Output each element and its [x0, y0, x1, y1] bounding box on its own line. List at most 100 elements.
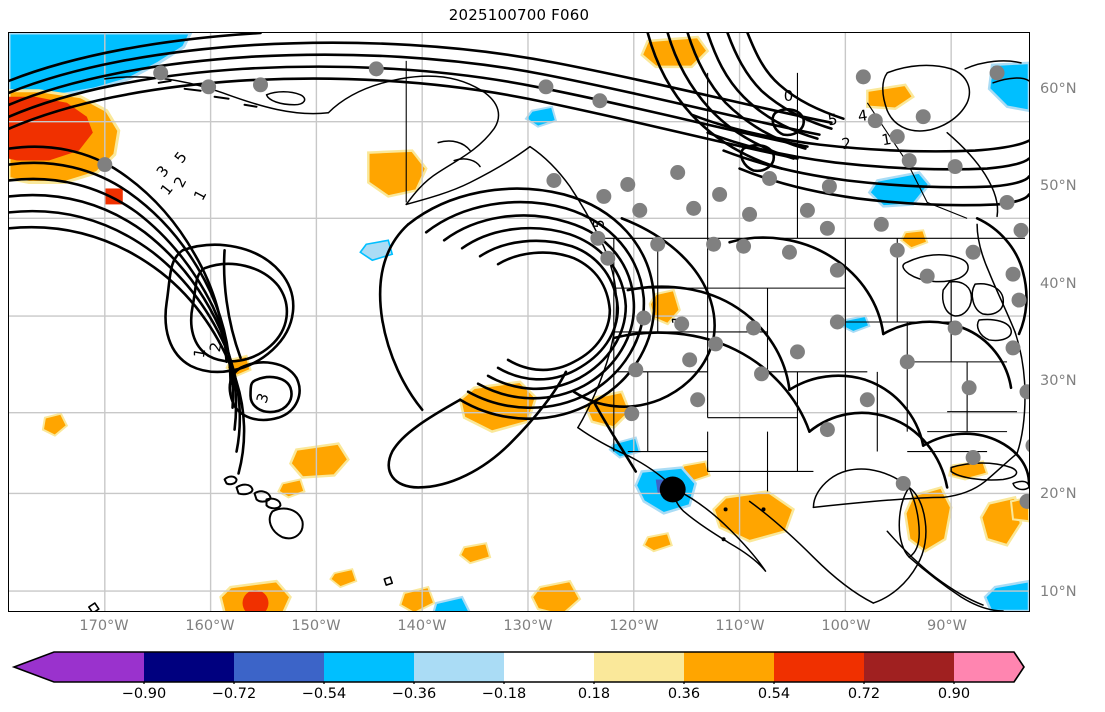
station-marker: [546, 173, 562, 188]
station-marker: [636, 310, 652, 326]
contour-layer: [9, 33, 1029, 489]
colorbar-seg-5: [504, 652, 594, 682]
svg-text:1: 1: [880, 130, 893, 149]
colorbar-canvas: [11, 651, 1025, 684]
colorbar-seg-6: [594, 652, 684, 682]
contour-can-4: [706, 33, 819, 140]
contour-label: 1: [880, 130, 893, 149]
colorbar-tick-label: 0.54: [757, 686, 791, 702]
station-marker: [1019, 384, 1029, 400]
colorbar-tick-label: −0.18: [481, 686, 527, 702]
station-marker: [632, 202, 648, 218]
border-state-grid-10: [707, 431, 814, 492]
coast-socal-baja-top: [577, 426, 677, 491]
lon-label-120w: 120°W: [609, 618, 659, 634]
colorbar-segments: [14, 652, 1024, 682]
colorbar-seg-2: [234, 652, 324, 682]
lat-label-60: 60°N: [1040, 81, 1077, 97]
lon-label-110w: 110°W: [715, 618, 765, 634]
station-marker: [712, 186, 728, 202]
anomaly-patch-orange-midwest: [899, 229, 929, 250]
colorbar-seg-9: [864, 652, 954, 682]
station-marker: [789, 344, 805, 360]
station-marker: [799, 202, 815, 218]
station-marker: [781, 244, 797, 260]
anomaly-patch-lightblue-pacific: [359, 239, 394, 262]
station-marker: [690, 392, 706, 408]
contour-pac-high-link: [222, 248, 242, 360]
station-marker: [674, 316, 690, 332]
contour-pac-high-2: [189, 262, 289, 363]
coast-alaska-mainland: [327, 75, 500, 206]
coast-mexico-gulf: [872, 486, 927, 604]
colorbar-seg-10: [954, 652, 1014, 682]
anomaly-patch-orange-s1: [329, 568, 358, 589]
contour-coast-tail: [592, 400, 638, 473]
coast-mexico-west: [748, 500, 875, 604]
station-marker: [829, 314, 845, 330]
feature-marker-icon[interactable]: [659, 476, 686, 503]
station-marker: [706, 236, 722, 252]
lon-label-130w: 130°W: [503, 618, 553, 634]
contour-us-plains-2: [612, 331, 811, 433]
map-plot-area[interactable]: 1 2 1 2 3 5 3 1 0 5 4 2 1 5 1: [8, 32, 1030, 612]
station-marker: [965, 244, 981, 260]
anomaly-patch-orange-west1: [41, 412, 69, 437]
colorbar-tick-label: 0.18: [577, 686, 611, 702]
colorbar[interactable]: −0.90 −0.72 −0.54 −0.36 −0.18 0.18 0.36 …: [8, 650, 1030, 712]
station-marker: [819, 220, 835, 236]
colorbar-ticks: [143, 682, 955, 684]
lat-label-20: 20°N: [1040, 486, 1077, 502]
border-state-grid-4: [647, 371, 799, 472]
small-dot: [723, 507, 728, 512]
coast-texas-gulf: [812, 468, 910, 509]
anomaly-patch-cyan-s1: [432, 595, 471, 611]
contour-gulf-4: [460, 226, 628, 391]
station-marker: [368, 61, 384, 77]
station-marker: [1005, 340, 1021, 356]
colorbar-seg-4: [414, 652, 504, 682]
station-marker: [947, 320, 963, 336]
contour-small-loop-ne: [739, 143, 776, 173]
colorbar-tick-label: −0.54: [301, 686, 347, 702]
station-marker: [965, 450, 981, 466]
contour-east-2: [706, 131, 1029, 171]
anomaly-patch-red-sw: [242, 590, 269, 611]
small-dot: [721, 537, 726, 542]
svg-text:0: 0: [784, 87, 794, 105]
station-marker: [1013, 222, 1029, 238]
colorbar-seg-3: [324, 652, 414, 682]
station-marker: [867, 113, 883, 129]
contour-can-5: [726, 33, 833, 130]
coast-arctic-islands: [964, 60, 1029, 84]
contour-us-north-1: [728, 236, 885, 336]
svg-text:1: 1: [190, 347, 209, 359]
lon-label-140w: 140°W: [397, 618, 447, 634]
contour-arc-2: [9, 65, 809, 148]
station-marker: [889, 242, 905, 258]
contour-gulf-1: [406, 187, 656, 420]
station-marker: [1025, 439, 1029, 452]
svg-text:5: 5: [589, 218, 608, 229]
station-marker: [901, 153, 917, 169]
station-marker: [821, 178, 837, 194]
contour-us-plains-4: [808, 411, 949, 489]
station-marker: [895, 475, 911, 491]
colorbar-tick-label: −0.36: [391, 686, 437, 702]
coast-hudson-bay: [882, 64, 971, 132]
contour-labels-layer: 1 2 1 2 3 5 3 1 0 5 4 2 1 5 1: [153, 87, 893, 406]
station-marker: [624, 406, 640, 422]
contour-east-3: [722, 149, 1029, 189]
map-canvas: 1 2 1 2 3 5 3 1 0 5 4 2 1 5 1: [9, 33, 1029, 611]
station-marker: [650, 236, 666, 252]
station-marker: [628, 362, 644, 378]
small-dots-layer: [721, 507, 766, 542]
contour-us-plains-1: [626, 285, 791, 392]
lat-label-40: 40°N: [1040, 276, 1077, 292]
lon-label-90w: 90°W: [926, 618, 968, 634]
contour-east-1: [690, 113, 1029, 153]
coast-alaska-panhandle: [405, 145, 531, 206]
colorbar-tick-label: −0.72: [211, 686, 257, 702]
station-marker: [999, 194, 1015, 210]
